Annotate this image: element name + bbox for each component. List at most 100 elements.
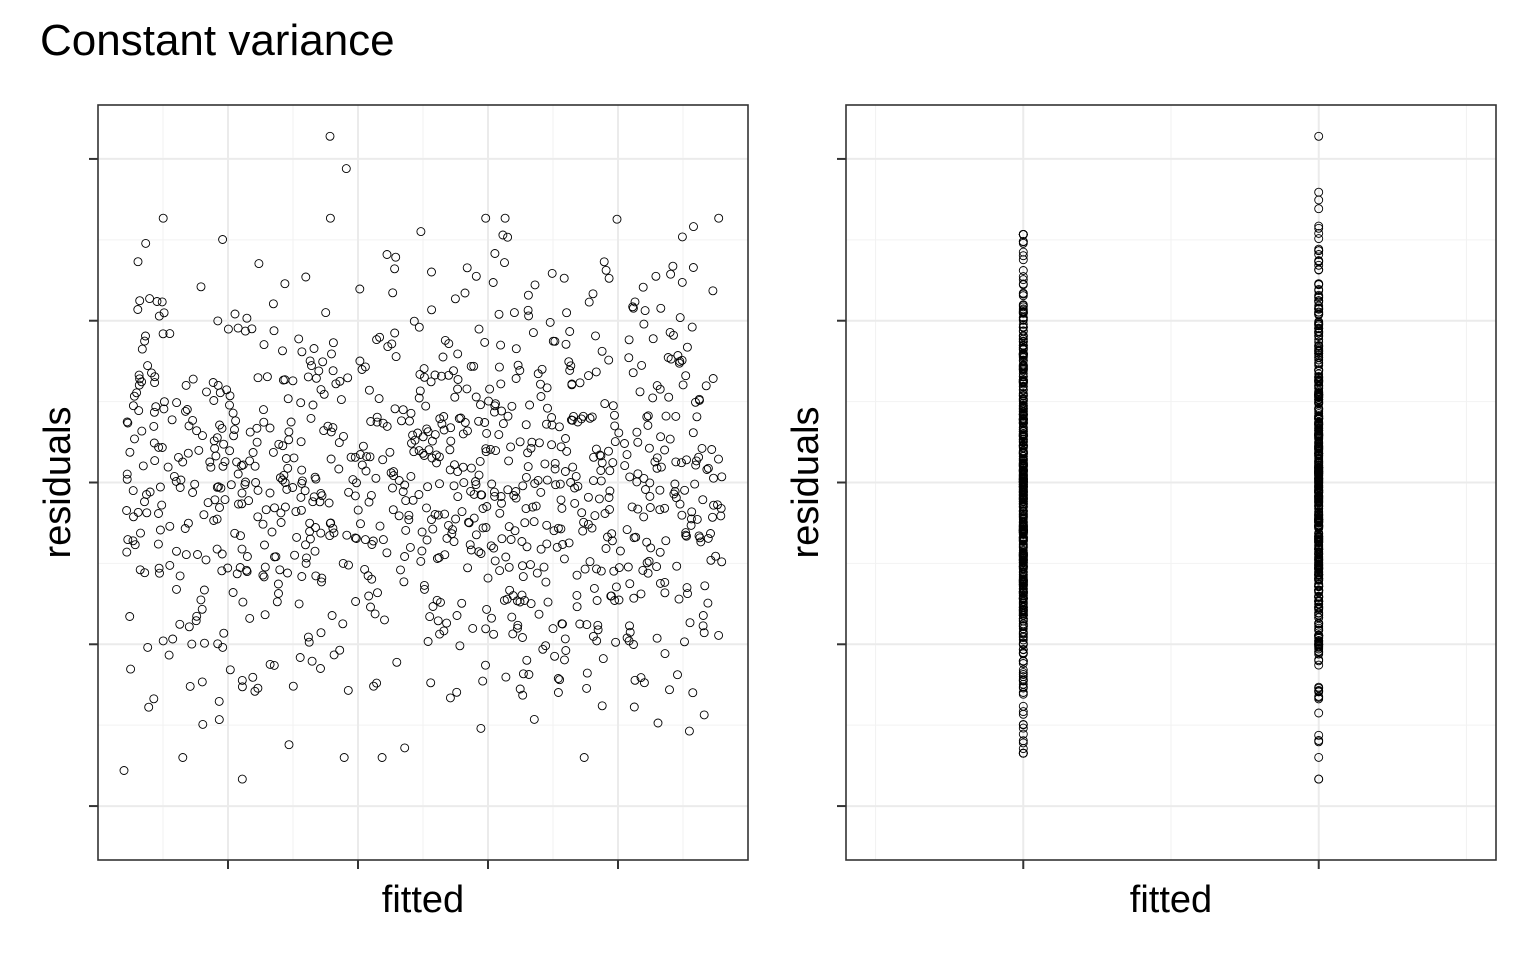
data-point xyxy=(471,530,481,540)
data-point xyxy=(644,556,654,566)
data-point xyxy=(498,230,508,240)
data-point xyxy=(325,531,335,541)
data-point xyxy=(1314,335,1324,345)
data-point xyxy=(589,476,598,486)
data-point xyxy=(375,521,385,531)
data-point xyxy=(526,560,535,570)
data-point xyxy=(1314,534,1324,544)
data-point xyxy=(1314,613,1324,623)
data-point xyxy=(591,367,601,377)
data-point xyxy=(355,450,365,459)
data-point xyxy=(360,362,370,372)
data-point xyxy=(639,678,649,688)
data-point xyxy=(708,286,718,296)
data-point xyxy=(1018,465,1028,475)
data-point xyxy=(212,482,222,492)
data-point xyxy=(445,693,455,703)
data-point xyxy=(364,497,374,507)
data-point xyxy=(174,452,183,462)
data-point xyxy=(1314,228,1324,238)
data-point xyxy=(373,588,382,598)
data-point xyxy=(188,488,198,497)
data-point xyxy=(192,426,202,436)
data-point xyxy=(606,591,616,601)
data-point xyxy=(542,475,552,485)
data-point xyxy=(1314,619,1324,629)
data-point xyxy=(471,477,480,486)
data-point xyxy=(1314,292,1324,301)
data-point xyxy=(1314,328,1324,338)
data-point xyxy=(478,676,488,686)
data-point xyxy=(609,566,619,576)
data-point xyxy=(155,525,165,535)
data-point xyxy=(181,550,191,560)
data-point xyxy=(503,411,513,421)
data-point xyxy=(682,342,692,352)
data-point xyxy=(642,412,652,422)
data-point xyxy=(614,428,624,438)
data-point xyxy=(1018,427,1028,437)
data-point xyxy=(254,259,264,269)
data-point xyxy=(338,619,348,629)
data-point xyxy=(645,491,655,501)
data-point xyxy=(323,421,333,431)
data-point xyxy=(192,611,202,621)
data-point xyxy=(372,412,382,422)
data-point xyxy=(653,718,663,728)
data-point xyxy=(487,479,497,489)
data-point xyxy=(318,357,328,367)
data-point xyxy=(419,451,429,460)
data-point xyxy=(155,482,165,492)
data-point xyxy=(506,535,516,544)
data-point xyxy=(245,613,255,623)
data-point xyxy=(518,669,528,679)
data-point xyxy=(636,673,646,683)
y-axis-label: residuals xyxy=(785,406,827,558)
data-point xyxy=(145,294,155,304)
data-point xyxy=(604,355,614,365)
data-point xyxy=(536,379,545,389)
data-point xyxy=(1018,449,1028,459)
data-point xyxy=(498,419,508,429)
data-point xyxy=(494,362,504,372)
data-point xyxy=(278,475,288,485)
data-point xyxy=(714,630,724,640)
data-point xyxy=(1314,381,1324,391)
data-point xyxy=(446,423,456,433)
data-point xyxy=(550,458,560,468)
data-point xyxy=(231,416,241,426)
data-point xyxy=(656,432,666,442)
data-point xyxy=(296,492,306,502)
data-point xyxy=(474,324,484,334)
data-point xyxy=(213,639,223,649)
data-point xyxy=(245,427,255,437)
data-point xyxy=(220,457,230,467)
data-point xyxy=(149,421,159,431)
data-point xyxy=(1314,490,1324,500)
data-point xyxy=(262,372,272,382)
data-point xyxy=(523,448,533,458)
data-point xyxy=(595,450,605,460)
data-point xyxy=(538,644,548,654)
data-point xyxy=(1314,587,1324,597)
data-point xyxy=(608,458,618,468)
data-point xyxy=(1018,304,1028,314)
data-point xyxy=(252,423,262,433)
data-point xyxy=(481,660,490,670)
data-point xyxy=(533,475,543,485)
data-point xyxy=(357,460,367,470)
data-point xyxy=(290,550,300,560)
data-point xyxy=(465,540,475,550)
data-point xyxy=(703,463,713,473)
data-point xyxy=(463,563,473,573)
data-point xyxy=(1314,498,1324,508)
data-point xyxy=(568,462,578,472)
data-point xyxy=(694,394,704,404)
data-point xyxy=(325,131,335,141)
data-point xyxy=(501,672,511,682)
data-point xyxy=(212,433,222,443)
data-point xyxy=(665,327,675,337)
data-point xyxy=(388,288,398,298)
data-point xyxy=(169,471,179,481)
